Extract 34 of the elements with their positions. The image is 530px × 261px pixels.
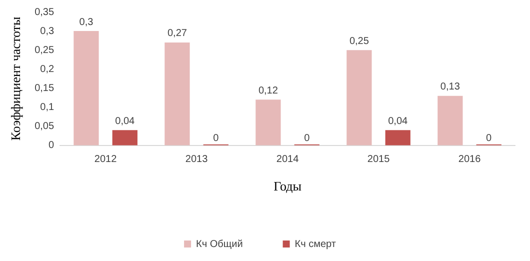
- bar: [438, 96, 463, 146]
- data-label: 0: [213, 133, 220, 144]
- y-tick-label: 0,2: [40, 64, 54, 75]
- x-tick-label: 2016: [458, 154, 482, 166]
- y-tick-label: 0,35: [34, 6, 54, 18]
- y-tick-label: 0,15: [34, 82, 54, 94]
- y-tick-label: 0: [48, 140, 54, 152]
- y-tick-label: 0,05: [34, 121, 54, 132]
- bar: [164, 42, 190, 146]
- x-tick-label: 2013: [185, 154, 208, 166]
- y-tick-label: 0,1: [40, 102, 54, 114]
- bar: [385, 130, 410, 146]
- legend-label: Кч смерт: [294, 238, 336, 250]
- bar: [112, 130, 138, 146]
- bar: [74, 31, 99, 146]
- data-label: 0,13: [440, 82, 460, 93]
- x-tick-label: 2012: [94, 154, 118, 166]
- data-label: 0,12: [258, 85, 278, 96]
- data-label: 0,04: [115, 116, 136, 127]
- y-axis-title: Коэффициент частоты: [8, 16, 24, 141]
- y-tick-label: 0,3: [40, 26, 54, 37]
- data-label: 0,04: [388, 116, 408, 127]
- x-tick-label: 2015: [367, 154, 390, 166]
- data-label: 0,25: [349, 36, 370, 47]
- legend-label: Кч Общий: [196, 238, 243, 250]
- data-label: 0,27: [167, 28, 188, 40]
- data-label: 0: [486, 133, 492, 144]
- y-tick-label: 0,25: [34, 44, 54, 56]
- data-label: 0,3: [79, 16, 94, 28]
- x-axis-title: Годы: [274, 178, 302, 194]
- data-label: 0: [304, 133, 310, 144]
- bar: [256, 100, 281, 146]
- bar: [346, 50, 372, 146]
- x-tick-label: 2014: [276, 154, 300, 166]
